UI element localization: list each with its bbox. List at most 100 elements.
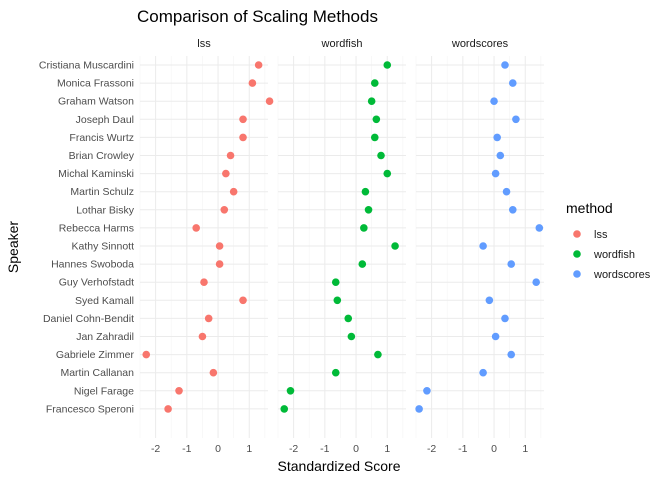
- data-point-wordscores: [502, 187, 511, 196]
- data-point-wordscores: [490, 97, 498, 105]
- data-point-wordscores: [501, 61, 509, 69]
- y-tick-label: Michal Kaminski: [58, 168, 134, 180]
- data-point-wordscores: [496, 151, 505, 160]
- data-point-wordfish: [370, 79, 379, 87]
- data-point-lss: [265, 97, 274, 105]
- data-point-wordscores: [501, 314, 509, 323]
- data-point-wordscores: [423, 387, 431, 395]
- legend-label: wordfish: [593, 249, 635, 261]
- data-point-wordscores: [535, 224, 544, 232]
- data-point-wordfish: [333, 296, 342, 305]
- data-point-lss: [222, 169, 230, 178]
- data-point-wordfish: [331, 278, 340, 287]
- data-point-wordscores: [479, 242, 487, 250]
- y-tick-label: Francis Wurtz: [69, 132, 134, 144]
- data-point-lss: [220, 206, 229, 214]
- y-tick-label: Joseph Daul: [76, 114, 134, 126]
- data-point-lss: [204, 314, 213, 323]
- data-point-wordfish: [360, 224, 368, 232]
- facet-panel-lss: lss -2 -1 0 1: [139, 38, 274, 455]
- legend-key-lss: [573, 230, 581, 238]
- y-tick-label: Hannes Swoboda: [51, 259, 134, 271]
- x-tick-label: 0: [491, 443, 497, 455]
- data-point-wordfish: [367, 97, 376, 105]
- data-point-wordfish: [391, 242, 399, 250]
- x-tick-label: -2: [427, 443, 436, 455]
- legend-label: lss: [594, 229, 608, 241]
- data-point-wordfish: [377, 151, 385, 160]
- data-point-wordscores: [485, 296, 494, 305]
- x-tick-label: -2: [151, 443, 160, 455]
- y-tick-label: Graham Watson: [58, 96, 134, 108]
- y-axis-title: Speaker: [5, 221, 21, 273]
- facet-panels: lss -2 -1 0 1 wordfish -2 -1 0 1 wordscores -2 -1 0 1: [139, 38, 544, 455]
- data-point-wordfish: [372, 115, 381, 124]
- facet-strip-label: wordfish: [321, 38, 363, 50]
- chart-title: Comparison of Scaling Methods: [137, 7, 378, 26]
- data-point-wordfish: [358, 260, 367, 268]
- data-point-wordscores: [415, 405, 423, 413]
- x-tick-label: -1: [320, 443, 329, 455]
- data-point-wordscores: [479, 368, 487, 377]
- legend-label: wordscores: [593, 269, 651, 281]
- x-tick-label: -1: [182, 443, 191, 455]
- y-tick-labels: Cristiana Muscardini Monica Frassoni Graha…: [39, 60, 135, 416]
- data-point-wordfish: [344, 314, 353, 323]
- data-point-lss: [209, 368, 218, 377]
- y-tick-label: Rebecca Harms: [59, 222, 134, 234]
- data-point-wordfish: [361, 187, 370, 196]
- y-tick-label: Kathy Sinnott: [72, 241, 135, 253]
- x-tick-label: -1: [458, 443, 467, 455]
- y-tick-label: Guy Verhofstadt: [59, 277, 134, 289]
- data-point-wordscores: [508, 206, 517, 214]
- data-point-wordfish: [364, 206, 373, 214]
- data-point-lss: [239, 115, 247, 124]
- x-tick-label: -2: [289, 443, 298, 455]
- data-point-wordscores: [507, 260, 516, 268]
- x-tick-label: 1: [246, 443, 252, 455]
- x-tick-label: 1: [384, 443, 390, 455]
- legend-title: method: [566, 200, 613, 216]
- data-point-lss: [239, 296, 247, 305]
- data-point-lss: [248, 79, 257, 87]
- data-point-wordfish: [370, 133, 379, 142]
- y-tick-label: Monica Frassoni: [57, 78, 134, 90]
- x-axis-title: Standardized Score: [278, 458, 401, 474]
- x-tick-label: 0: [353, 443, 359, 455]
- data-point-wordfish: [383, 169, 392, 178]
- data-point-wordfish: [331, 368, 340, 377]
- data-point-wordscores: [491, 332, 500, 341]
- facet-strip-label: wordscores: [451, 38, 509, 50]
- y-tick-label: Martin Schulz: [70, 186, 134, 198]
- data-point-lss: [229, 187, 238, 196]
- data-point-wordfish: [374, 350, 382, 359]
- data-point-wordfish: [280, 405, 289, 413]
- data-point-wordfish: [286, 387, 295, 395]
- facet-strip-label: lss: [197, 38, 211, 50]
- data-point-lss: [192, 224, 200, 232]
- y-tick-label: Lothar Bisky: [76, 204, 135, 216]
- y-tick-label: Cristiana Muscardini: [39, 60, 134, 72]
- data-point-lss: [239, 133, 247, 142]
- legend-key-wordfish: [573, 250, 581, 258]
- data-point-lss: [254, 61, 263, 69]
- y-tick-label: Daniel Cohn-Bendit: [43, 313, 134, 325]
- data-point-wordscores: [508, 79, 517, 87]
- y-tick-label: Syed Kamall: [75, 295, 134, 307]
- data-point-lss: [226, 151, 235, 160]
- y-tick-label: Nigel Farage: [74, 385, 134, 397]
- y-tick-label: Francesco Speroni: [46, 403, 134, 415]
- data-point-wordscores: [532, 278, 540, 287]
- legend-key-wordscores: [573, 270, 581, 278]
- data-point-lss: [164, 405, 172, 413]
- data-point-wordfish: [347, 332, 356, 341]
- data-point-wordscores: [493, 133, 501, 142]
- data-point-lss: [215, 260, 224, 268]
- facet-panel-wordfish: wordfish -2 -1 0 1: [277, 38, 406, 455]
- x-tick-label: 0: [215, 443, 221, 455]
- data-point-lss: [215, 242, 224, 250]
- y-tick-label: Jan Zahradil: [76, 331, 134, 343]
- data-point-lss: [142, 350, 151, 359]
- facet-panel-wordscores: wordscores -2 -1 0 1: [415, 38, 544, 455]
